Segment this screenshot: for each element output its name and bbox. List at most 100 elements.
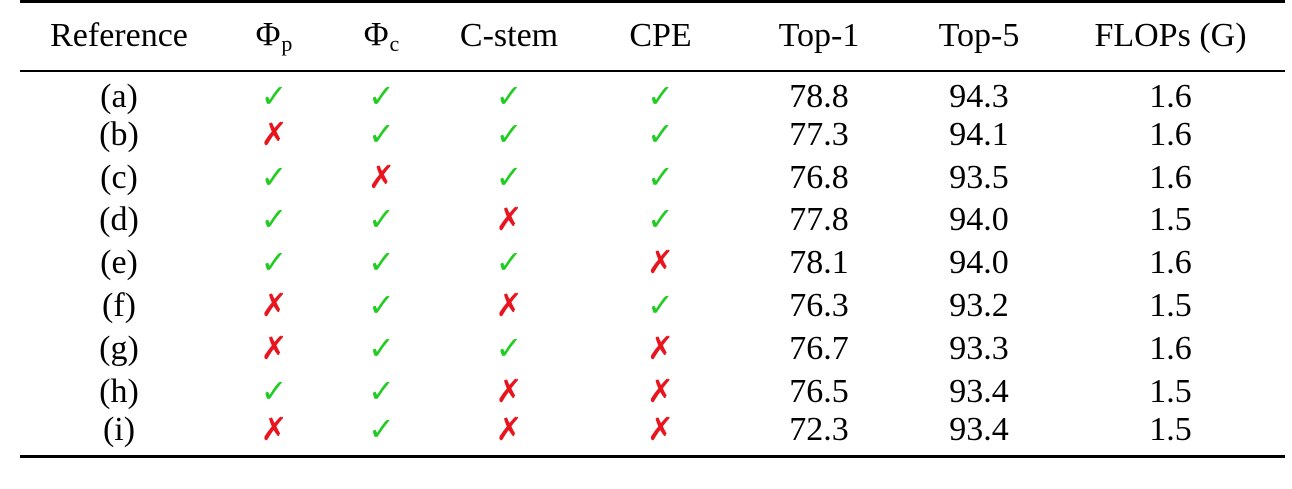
- cell-phi-p: ✗: [218, 413, 330, 457]
- cell-phi-c: ✓: [330, 71, 433, 114]
- cell-c-stem: ✓: [433, 156, 585, 199]
- cell-reference: (e): [100, 244, 138, 282]
- phi-p-subscript: p: [281, 30, 293, 56]
- cell-phi-p: ✓: [218, 370, 330, 413]
- cell-phi-c: ✓: [330, 327, 433, 370]
- cross-icon: ✗: [260, 410, 288, 449]
- cross-icon: ✗: [368, 157, 395, 196]
- check-icon: ✓: [647, 114, 674, 153]
- cross-icon: ✗: [260, 328, 288, 367]
- cell-phi-c: ✓: [330, 242, 433, 285]
- table-row: (b) ✗ ✓ ✓ ✓ 77.3 94.1 1.6: [20, 114, 1285, 157]
- cell-cpe: ✓: [585, 285, 736, 328]
- cell-flops: 1.5: [1149, 287, 1192, 325]
- cell-top5: 94.1: [949, 115, 1009, 153]
- cell-reference: (d): [99, 201, 139, 239]
- cross-icon: ✗: [495, 286, 523, 325]
- cross-icon: ✗: [495, 410, 523, 449]
- check-icon: ✓: [368, 286, 395, 325]
- header-phi-p: Φp: [218, 2, 330, 71]
- cell-top1: 76.8: [789, 158, 849, 196]
- cell-top1: 78.1: [789, 244, 849, 282]
- check-icon: ✓: [647, 157, 674, 196]
- check-icon: ✓: [368, 371, 395, 410]
- check-icon: ✓: [368, 200, 395, 239]
- cell-flops: 1.6: [1149, 158, 1192, 196]
- check-icon: ✓: [647, 200, 674, 239]
- check-icon: ✓: [368, 114, 395, 153]
- cross-icon: ✗: [647, 243, 674, 282]
- cell-top1: 78.8: [789, 77, 849, 115]
- cell-phi-c: ✓: [330, 370, 433, 413]
- cell-reference: (i): [102, 411, 136, 449]
- table-row: (h) ✓ ✓ ✗ ✗ 76.5 93.4 1.5: [20, 370, 1285, 413]
- cell-phi-c: ✓: [330, 285, 433, 328]
- table-row: (i) ✗ ✓ ✗ ✗ 72.3 93.4 1.5: [20, 413, 1285, 457]
- cell-top1: 77.8: [789, 201, 849, 239]
- cell-flops: 1.6: [1149, 77, 1192, 115]
- check-icon: ✓: [495, 114, 523, 153]
- cell-cpe: ✓: [585, 71, 736, 114]
- cell-cpe: ✓: [585, 114, 736, 157]
- cell-cpe: ✗: [585, 370, 736, 413]
- cell-cpe: ✓: [585, 156, 736, 199]
- phi-c-symbol: Φ: [363, 15, 389, 53]
- cross-icon: ✗: [647, 410, 674, 449]
- table-row: (e) ✓ ✓ ✓ ✗ 78.1 94.0 1.6: [20, 242, 1285, 285]
- check-icon: ✓: [368, 328, 395, 367]
- cell-c-stem: ✓: [433, 114, 585, 157]
- cell-phi-c: ✓: [330, 114, 433, 157]
- cell-top5: 93.2: [949, 287, 1009, 325]
- cross-icon: ✗: [260, 286, 288, 325]
- cell-phi-p: ✗: [218, 327, 330, 370]
- cell-phi-p: ✗: [218, 114, 330, 157]
- cross-icon: ✗: [647, 328, 674, 367]
- header-reference: Reference: [50, 17, 188, 55]
- cell-phi-p: ✗: [218, 285, 330, 328]
- check-icon: ✓: [368, 243, 395, 282]
- cell-phi-c: ✓: [330, 199, 433, 242]
- table-row: (d) ✓ ✓ ✗ ✓ 77.8 94.0 1.5: [20, 199, 1285, 242]
- header-top5: Top-5: [938, 17, 1020, 55]
- cell-c-stem: ✓: [433, 71, 585, 114]
- check-icon: ✓: [647, 76, 674, 115]
- check-icon: ✓: [495, 243, 523, 282]
- cell-reference: (h): [99, 372, 139, 410]
- cell-flops: 1.6: [1149, 244, 1192, 282]
- cell-top1: 76.5: [789, 372, 849, 410]
- cell-top5: 93.5: [949, 158, 1009, 196]
- cell-c-stem: ✗: [433, 370, 585, 413]
- table-row: (a) ✓ ✓ ✓ ✓ 78.8 94.3 1.6: [20, 71, 1285, 114]
- ablation-table-container: Reference Φp Φc C-stem CPE Top-1 Top-5 F…: [20, 0, 1285, 458]
- cell-flops: 1.6: [1149, 115, 1192, 153]
- cell-phi-c: ✗: [330, 156, 433, 199]
- check-icon: ✓: [260, 200, 288, 239]
- header-flops: FLOPs (G): [1094, 17, 1247, 55]
- cell-flops: 1.6: [1149, 329, 1192, 367]
- cell-phi-p: ✓: [218, 71, 330, 114]
- cell-top1: 72.3: [789, 411, 849, 449]
- check-icon: ✓: [368, 410, 395, 449]
- cell-c-stem: ✗: [433, 285, 585, 328]
- cell-cpe: ✗: [585, 413, 736, 457]
- cell-top5: 93.4: [949, 411, 1009, 449]
- check-icon: ✓: [495, 157, 523, 196]
- table-row: (c) ✓ ✗ ✓ ✓ 76.8 93.5 1.6: [20, 156, 1285, 199]
- check-icon: ✓: [495, 328, 523, 367]
- header-c-stem: C-stem: [459, 17, 559, 55]
- cross-icon: ✗: [495, 200, 523, 239]
- cell-top5: 94.3: [949, 77, 1009, 115]
- header-phi-c: Φc: [330, 2, 433, 71]
- cell-top1: 76.7: [789, 329, 849, 367]
- cell-c-stem: ✗: [433, 199, 585, 242]
- cell-phi-p: ✓: [218, 156, 330, 199]
- header-top1: Top-1: [778, 17, 860, 55]
- cell-top1: 76.3: [789, 287, 849, 325]
- cell-c-stem: ✓: [433, 242, 585, 285]
- table-body: (a) ✓ ✓ ✓ ✓ 78.8 94.3 1.6 (b) ✗ ✓ ✓ ✓ 77.3 94.1 1.6 (c) ✓…: [20, 71, 1285, 457]
- cell-top5: 94.0: [949, 244, 1009, 282]
- header-row: Reference Φp Φc C-stem CPE Top-1 Top-5 F…: [20, 2, 1285, 71]
- check-icon: ✓: [260, 157, 288, 196]
- cell-phi-p: ✓: [218, 199, 330, 242]
- cell-top1: 77.3: [789, 115, 849, 153]
